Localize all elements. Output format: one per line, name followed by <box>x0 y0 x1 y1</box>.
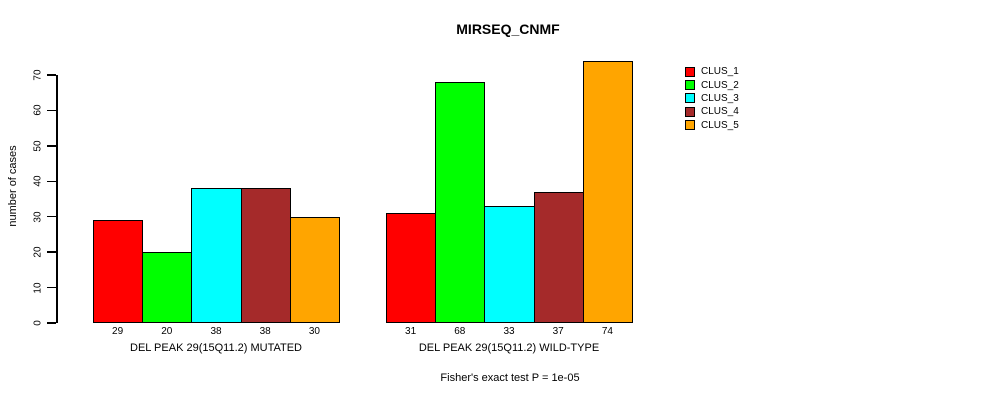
y-axis-tick-label: 0 <box>32 320 44 326</box>
bar-clus_1-group1 <box>93 220 144 323</box>
bar-clus_5-group1 <box>289 216 340 323</box>
y-axis-tick <box>47 322 56 324</box>
bar-value-label: 31 <box>405 326 417 337</box>
y-axis-tick-label: 60 <box>32 104 44 116</box>
legend-label: CLUS_4 <box>701 106 739 118</box>
y-axis-tick-label: 40 <box>32 175 44 187</box>
bar-value-label: 29 <box>112 326 124 337</box>
legend: CLUS_1 CLUS_2 CLUS_3 CLUS_4 CLUS_5 <box>685 65 739 132</box>
bar-clus_4-group2 <box>533 191 584 323</box>
legend-label: CLUS_5 <box>701 119 739 131</box>
y-axis-tick <box>47 74 56 76</box>
bar-clus_5-group2 <box>582 60 633 323</box>
y-axis-tick-label: 70 <box>32 69 44 81</box>
y-axis-tick <box>47 145 56 147</box>
y-axis-line <box>56 75 58 323</box>
legend-item-clus_4: CLUS_4 <box>685 105 739 118</box>
bar-value-label: 68 <box>454 326 466 337</box>
legend-swatch-clus_4 <box>685 106 695 117</box>
bar-value-label: 30 <box>308 326 320 337</box>
legend-label: CLUS_1 <box>701 66 739 78</box>
y-axis-tick-label: 10 <box>32 282 44 294</box>
bar-value-label: 74 <box>601 326 613 337</box>
x-axis-group-label: DEL PEAK 29(15Q11.2) WILD-TYPE <box>418 342 600 354</box>
bar-clus_4-group1 <box>240 188 291 323</box>
bar-value-label: 33 <box>503 326 515 337</box>
y-axis-tick <box>47 109 56 112</box>
chart-title: MIRSEQ_CNMF <box>456 21 560 37</box>
legend-swatch-clus_2 <box>685 80 695 91</box>
bar-value-label: 38 <box>259 326 271 337</box>
y-axis-tick <box>47 180 56 183</box>
y-axis-tick-label: 30 <box>32 211 44 223</box>
legend-item-clus_5: CLUS_5 <box>685 119 739 132</box>
bar-value-label: 37 <box>552 326 564 337</box>
y-axis-tick <box>47 215 56 218</box>
legend-item-clus_3: CLUS_3 <box>685 92 739 105</box>
y-axis-tick-label: 50 <box>32 140 44 152</box>
legend-item-clus_1: CLUS_1 <box>685 65 739 78</box>
annotation-text: Fisher's exact test P = 1e-05 <box>440 372 580 384</box>
bar-value-label: 20 <box>161 326 173 337</box>
legend-item-clus_2: CLUS_2 <box>685 78 739 91</box>
bar-clus_3-group1 <box>191 188 242 323</box>
legend-label: CLUS_3 <box>701 92 739 104</box>
legend-swatch-clus_1 <box>685 66 695 77</box>
x-axis-group-label: DEL PEAK 29(15Q11.2) MUTATED <box>130 342 302 354</box>
bar-clus_2-group1 <box>142 252 193 323</box>
bar-clus_1-group2 <box>386 213 437 323</box>
bar-clus_2-group2 <box>435 82 486 323</box>
legend-label: CLUS_2 <box>701 79 739 91</box>
bar-value-label: 38 <box>210 326 222 337</box>
y-axis-tick-label: 20 <box>32 246 44 258</box>
legend-swatch-clus_3 <box>685 93 695 104</box>
legend-swatch-clus_5 <box>685 120 695 131</box>
y-axis-tick <box>47 251 56 253</box>
bar-clus_3-group2 <box>484 206 535 323</box>
y-axis-tick <box>47 286 56 289</box>
y-axis-label: number of cases <box>7 145 19 227</box>
